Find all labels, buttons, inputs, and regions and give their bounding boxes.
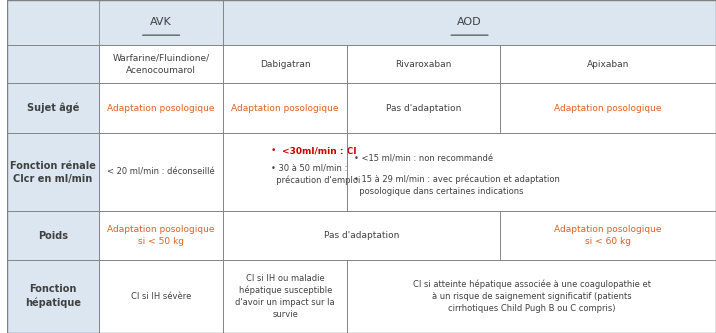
Bar	[500, 83, 716, 133]
Text: Adaptation posologique
si < 60 kg: Adaptation posologique si < 60 kg	[554, 225, 662, 246]
Bar	[223, 133, 347, 211]
Bar	[7, 0, 99, 45]
Text: Poids: Poids	[38, 230, 68, 241]
Text: Pas d'adaptation: Pas d'adaptation	[386, 104, 461, 113]
Bar	[500, 211, 716, 260]
Text: Sujet âgé: Sujet âgé	[26, 103, 79, 114]
Text: Fonction rénale
Clcr en ml/min: Fonction rénale Clcr en ml/min	[10, 161, 96, 184]
Bar	[347, 133, 716, 211]
Text: Pas d'adaptation: Pas d'adaptation	[324, 231, 399, 240]
Bar	[223, 45, 347, 83]
Bar	[99, 211, 223, 260]
Bar	[7, 45, 99, 83]
Text: • <15 ml/min : non recommandé: • <15 ml/min : non recommandé	[354, 155, 493, 164]
Text: AVK: AVK	[150, 17, 172, 28]
Bar	[223, 211, 500, 260]
Bar	[347, 45, 500, 83]
Bar	[347, 260, 716, 333]
Text: • 30 à 50 ml/min :
  précaution d'emploi: • 30 à 50 ml/min : précaution d'emploi	[271, 163, 360, 185]
Bar	[223, 0, 716, 45]
Text: Fonction
hépatique: Fonction hépatique	[25, 284, 81, 308]
Text: Adaptation posologique: Adaptation posologique	[554, 104, 662, 113]
Bar	[99, 0, 223, 45]
Bar	[99, 260, 223, 333]
Text: CI si IH sévère: CI si IH sévère	[131, 292, 191, 301]
Bar	[500, 45, 716, 83]
Text: Warfarine/Fluindione/
Acenocoumarol: Warfarine/Fluindione/ Acenocoumarol	[112, 54, 210, 75]
Text: CI si IH ou maladie
hépatique susceptible
d'avoir un impact sur la
survie: CI si IH ou maladie hépatique susceptibl…	[236, 274, 335, 319]
Bar	[7, 83, 99, 133]
Text: Adaptation posologique: Adaptation posologique	[231, 104, 339, 113]
Bar	[99, 83, 223, 133]
Bar	[223, 260, 347, 333]
Text: CI si atteinte hépatique associée à une coagulopathie et
à un risque de saigneme: CI si atteinte hépatique associée à une …	[412, 280, 651, 313]
Bar	[223, 83, 347, 133]
Text: Apixaban: Apixaban	[586, 60, 629, 69]
Bar	[7, 260, 99, 333]
Text: AOD: AOD	[458, 17, 482, 28]
Bar	[347, 83, 500, 133]
Text: Rivaroxaban: Rivaroxaban	[395, 60, 452, 69]
Text: • 15 à 29 ml/min : avec précaution et adaptation
  posologique dans certaines in: • 15 à 29 ml/min : avec précaution et ad…	[354, 175, 560, 196]
Text: Dabigatran: Dabigatran	[260, 60, 311, 69]
Text: <30ml/min : CI: <30ml/min : CI	[281, 146, 357, 155]
Bar	[7, 211, 99, 260]
Text: •: •	[271, 146, 279, 155]
Bar	[99, 133, 223, 211]
Text: Adaptation posologique
si < 50 kg: Adaptation posologique si < 50 kg	[107, 225, 215, 246]
Text: Adaptation posologique: Adaptation posologique	[107, 104, 215, 113]
Bar	[99, 45, 223, 83]
Bar	[7, 133, 99, 211]
Text: < 20 ml/min : déconseillé: < 20 ml/min : déconseillé	[107, 168, 215, 177]
